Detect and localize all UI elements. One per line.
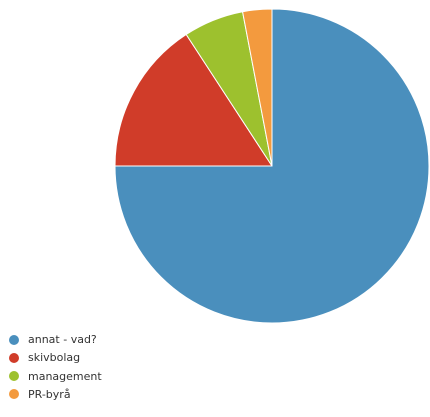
pie-slice-1[interactable] [114,34,273,167]
legend-item[interactable]: management [9,368,102,385]
legend: annat - vad? skivbolag management PR-byrå [9,331,102,404]
legend-swatch-icon [9,389,19,400]
pie-chart [114,8,430,324]
legend-swatch-icon [9,352,19,363]
legend-label: management [28,369,102,383]
legend-swatch-icon [9,334,19,345]
legend-label: annat - vad? [28,333,97,346]
legend-item[interactable]: PR-byrå [9,386,102,403]
legend-item[interactable]: skivbolag [9,349,102,366]
legend-label: skivbolag [28,351,81,365]
legend-swatch-icon [9,371,19,382]
legend-label: PR-byrå [28,387,71,401]
pie-slice-0[interactable] [114,8,430,324]
legend-item[interactable]: annat - vad? [9,331,102,348]
pie-slice-3[interactable] [242,8,273,167]
